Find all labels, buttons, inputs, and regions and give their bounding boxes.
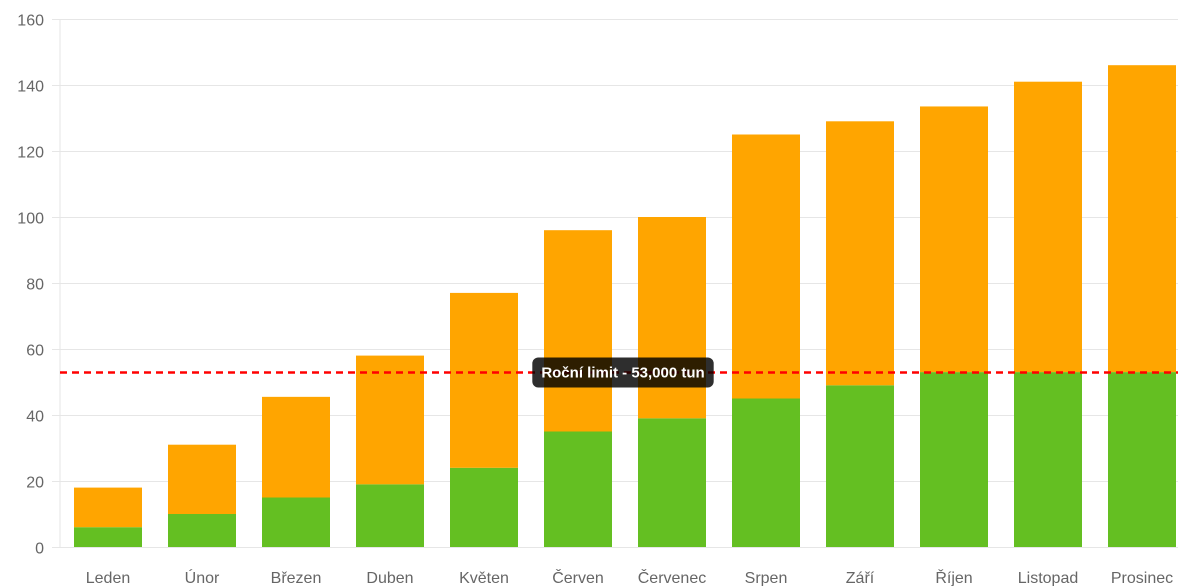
bar-green-4 xyxy=(450,467,518,547)
bar-green-7 xyxy=(732,398,800,547)
bar-green-2 xyxy=(262,497,330,547)
x-tick-label: Srpen xyxy=(745,570,788,586)
bar-orange-7 xyxy=(732,134,800,399)
bar-green-6 xyxy=(638,418,706,547)
bar-green-1 xyxy=(168,514,236,547)
x-tick-label: Leden xyxy=(86,570,131,586)
bar-orange-2 xyxy=(262,396,330,498)
bars xyxy=(74,65,1176,547)
y-tick-label: 80 xyxy=(26,277,44,294)
bar-green-5 xyxy=(544,431,612,547)
bar-orange-0 xyxy=(74,487,142,528)
x-tick-label: Září xyxy=(846,570,875,586)
y-tick-label: 120 xyxy=(17,145,44,162)
x-tick-label: Květen xyxy=(459,570,509,586)
x-axis-labels: Leden Únor Březen Duben Květen Červen Červenec… xyxy=(86,568,1173,586)
y-tick-label: 140 xyxy=(17,79,44,96)
x-tick-label: Duben xyxy=(366,570,413,586)
bar-orange-6 xyxy=(638,217,706,419)
y-tick-label: 160 xyxy=(17,13,44,30)
y-tick-label: 60 xyxy=(26,343,44,360)
bar-orange-9 xyxy=(920,106,988,373)
y-tick-label: 20 xyxy=(26,475,44,492)
x-tick-label: Únor xyxy=(185,568,220,586)
bar-green-8 xyxy=(826,385,894,547)
bar-orange-10 xyxy=(1014,81,1082,373)
annotation-label-background xyxy=(532,357,714,388)
annotation-label: Roční limit - 53,000 tun xyxy=(541,365,704,382)
bar-green-10 xyxy=(1014,372,1082,547)
x-tick-label: Červen xyxy=(552,568,604,586)
bar-orange-3 xyxy=(356,355,424,485)
x-tick-label: Březen xyxy=(271,570,322,586)
x-tick-label: Listopad xyxy=(1018,570,1079,586)
bar-orange-5 xyxy=(544,230,612,432)
x-tick-label: Říjen xyxy=(935,568,972,586)
y-tick-label: 100 xyxy=(17,211,44,228)
y-tick-label: 40 xyxy=(26,409,44,426)
bar-orange-8 xyxy=(826,121,894,386)
x-tick-label: Prosinec xyxy=(1111,570,1173,586)
annotation: Roční limit - 53,000 tun xyxy=(60,357,1178,388)
x-tick-label: Červenec xyxy=(638,568,706,586)
bar-orange-1 xyxy=(168,444,236,514)
y-tick-label: 0 xyxy=(35,541,44,558)
bar-green-0 xyxy=(74,527,142,547)
bar-green-9 xyxy=(920,372,988,547)
bar-green-11 xyxy=(1108,372,1176,547)
grid: 0 20 40 60 80 100 120 140 160 xyxy=(17,13,1178,558)
bar-orange-4 xyxy=(450,292,518,468)
bar-green-3 xyxy=(356,484,424,547)
bar-orange-11 xyxy=(1108,65,1176,373)
